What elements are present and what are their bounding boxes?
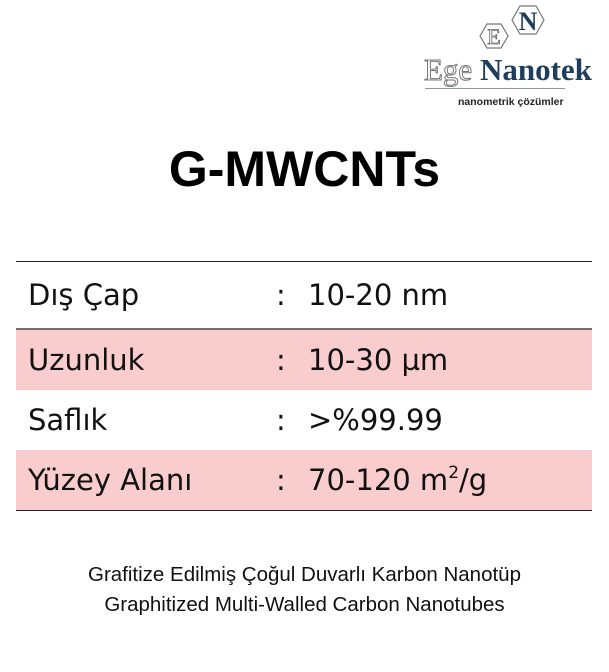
spec-colon: : bbox=[276, 343, 286, 377]
spec-row: Saflık : >%99.99 bbox=[16, 390, 592, 450]
spec-row: Yüzey Alanı : 70-120 m2/g bbox=[16, 450, 592, 510]
spec-value: >%99.99 bbox=[308, 403, 443, 437]
logo-letter-e: E bbox=[487, 24, 500, 49]
spec-value: 70-120 m2/g bbox=[308, 463, 488, 497]
spec-colon: : bbox=[276, 463, 286, 497]
spec-value: 10-20 nm bbox=[308, 278, 449, 312]
product-title: G-MWCNTs bbox=[168, 141, 441, 197]
logo-hexagons: E N bbox=[479, 5, 545, 49]
spec-table: Dış Çap : 10-20 nm Uzunluk : 10-30 µm Sa… bbox=[16, 261, 592, 511]
logo-letter-n: N bbox=[519, 7, 538, 36]
brand-underline bbox=[425, 88, 565, 89]
brand-tagline: nanometrik çözümler bbox=[458, 96, 564, 108]
spec-label: Dış Çap bbox=[28, 278, 140, 312]
description-english: Graphitized Multi-Walled Carbon Nanotube… bbox=[104, 593, 505, 616]
spec-colon: : bbox=[276, 278, 286, 312]
brand-name: Ege Nanotek bbox=[423, 52, 592, 88]
spec-label: Yüzey Alanı bbox=[28, 463, 193, 497]
spec-label: Uzunluk bbox=[28, 343, 145, 377]
spec-row: Dış Çap : 10-20 nm bbox=[16, 262, 592, 330]
spec-value: 10-30 µm bbox=[308, 343, 449, 377]
description-turkish: Grafitize Edilmiş Çoğul Duvarlı Karbon N… bbox=[88, 563, 521, 586]
spec-colon: : bbox=[276, 403, 286, 437]
spec-row: Uzunluk : 10-30 µm bbox=[16, 330, 592, 390]
spec-label: Saflık bbox=[28, 403, 108, 437]
